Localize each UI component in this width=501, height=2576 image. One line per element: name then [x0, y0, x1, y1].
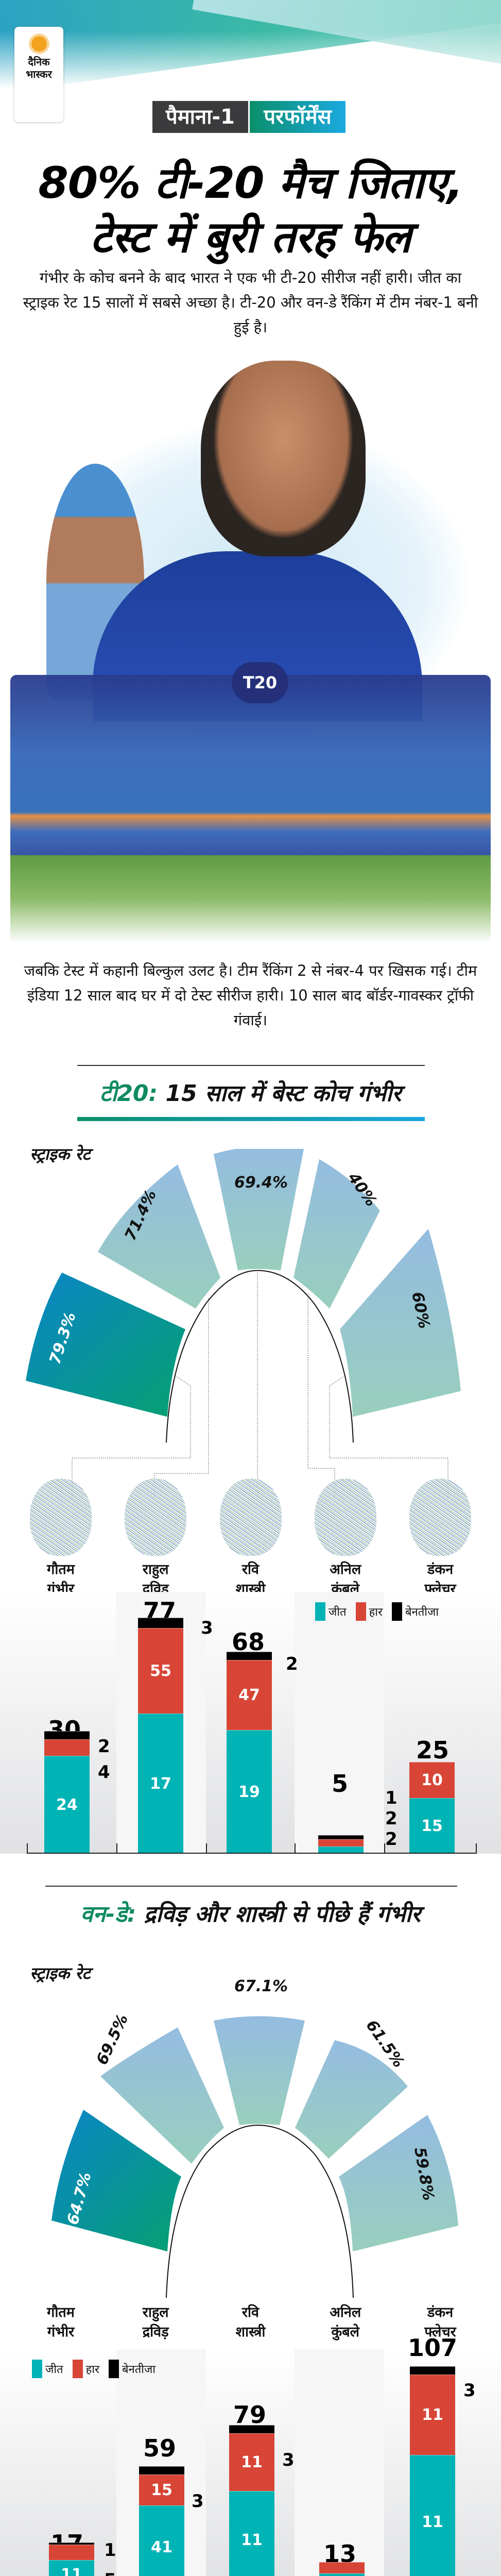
strike-rate-label: स्ट्राइक रेट: [30, 1144, 91, 1164]
gambhir-photo: [201, 361, 366, 556]
grass-texture: [10, 855, 491, 943]
brand-line-2: भास्कर: [26, 68, 52, 80]
bar-kumble: [318, 1835, 364, 1854]
sun-icon: [31, 36, 47, 52]
callout-no-result: 3: [201, 1618, 213, 1638]
team-celebration-photo: [10, 675, 491, 871]
bar-dravid: 17 55: [138, 1618, 183, 1854]
contrast-paragraph: जबकि टेस्ट में कहानी बिल्कुल उलट है। टीम…: [24, 962, 477, 1029]
bar-gambhir: 24: [44, 1731, 90, 1854]
callout-no-result: 2: [98, 1736, 110, 1757]
bar-dravid: 41 15: [139, 2466, 184, 2576]
bar-chart-odi: जीत हार बेनतीजा 17 11 1 5 59 41 15 3 79 …: [0, 2334, 501, 2576]
win-swatch: [315, 1602, 325, 1621]
headline-line-2: टेस्ट में बुरी तरह फेल: [90, 212, 411, 262]
coach-sketch: [219, 1479, 282, 1556]
coach-shastri: रविशास्त्री(2017-21): [205, 1479, 296, 1622]
bar-shastri: 19 47: [227, 1652, 272, 1854]
section-divider: [77, 1065, 425, 1066]
bar-gambhir: 11: [49, 2543, 94, 2576]
callout-loss: 2: [385, 1808, 398, 1829]
callout-loss: 5: [104, 2570, 116, 2576]
callout-no-result: 3: [282, 2450, 295, 2470]
hero-photo-collage: T20: [10, 361, 491, 958]
bar-total: 59: [143, 2434, 176, 2462]
bar-shastri: 11 11: [229, 2425, 274, 2576]
brand-logo: दैनिक भास्कर: [14, 27, 63, 122]
callout-no-result: 2: [286, 1654, 298, 1674]
loss-swatch: [72, 2360, 83, 2378]
chart-legend: जीत हार बेनतीजा: [32, 2360, 161, 2378]
section-gradient-rule: [77, 1117, 425, 1121]
callout-win: 2: [385, 1829, 398, 1850]
bar-total: 5: [331, 1770, 348, 1798]
callout-no-result: 1: [104, 2540, 116, 2561]
strike-rate-fan-t20: 79.3% 71.4% 69.4% 40% 60%: [0, 1149, 501, 1510]
strike-rate-label: स्ट्राइक रेट: [30, 1963, 91, 1983]
coach-sketch: [30, 1479, 92, 1556]
brand-line-1: दैनिक: [28, 56, 50, 68]
t20-world-cup-logo: T20: [232, 662, 288, 703]
no-result-swatch: [108, 2360, 119, 2378]
bar-total: 107: [407, 2334, 458, 2362]
section-title-odi: वन-डे: द्रविड़ और शास्त्री से पीछे हैं ग…: [80, 1901, 421, 1927]
bar-kumble: [319, 2562, 365, 2576]
header-band: [0, 0, 501, 98]
win-swatch: [32, 2360, 42, 2378]
coach-sketch: [409, 1479, 471, 1556]
bar-total: 79: [233, 2401, 266, 2429]
callout-no-result: 3: [463, 2380, 476, 2401]
x-axis: [27, 1853, 477, 1854]
callout-no-result: 1: [385, 1788, 398, 1808]
series-tag: पैमाना-1: [152, 101, 248, 133]
loss-swatch: [355, 1602, 366, 1621]
intro-paragraph: गंभीर के कोच बनने के बाद भारत ने एक भी ट…: [23, 269, 478, 336]
bar-chart-t20: जीत हार बेनतीजा 30 24 2 4 77 17 55 3 68 …: [0, 1592, 501, 1854]
bar-total: 68: [231, 1628, 265, 1656]
coach-sketch: [314, 1479, 376, 1556]
bar-total: 25: [416, 1736, 449, 1764]
bar-fletcher: 11 11: [410, 2366, 455, 2576]
svg-text:67.1%: 67.1%: [234, 1978, 288, 1995]
headline-line-1: 80% टी-20 मैच जिताए,: [38, 158, 463, 208]
topic-tag: परफॉर्मेंस: [250, 101, 345, 133]
strike-rate-fan-odi: 64.7% 69.5% 67.1% 61.5% 59.8%: [0, 1978, 501, 2339]
no-result-swatch: [391, 1602, 402, 1621]
callout-loss: 4: [98, 1762, 110, 1783]
svg-text:69.4%: 69.4%: [234, 1174, 288, 1192]
coach-row-t20: गौतमगंभीर(2024-अब तक) राहुलद्रविड़(2021-…: [15, 1479, 486, 1622]
chart-legend: जीत हार बेनतीजा: [315, 1602, 444, 1621]
bar-fletcher: 15 10: [409, 1762, 455, 1854]
callout-no-result: 3: [192, 2491, 204, 2512]
coach-sketch: [125, 1479, 187, 1556]
section-title-t20: टी20: 15 साल में बेस्ट कोच गंभीर: [99, 1080, 402, 1107]
section-divider: [45, 1886, 457, 1887]
